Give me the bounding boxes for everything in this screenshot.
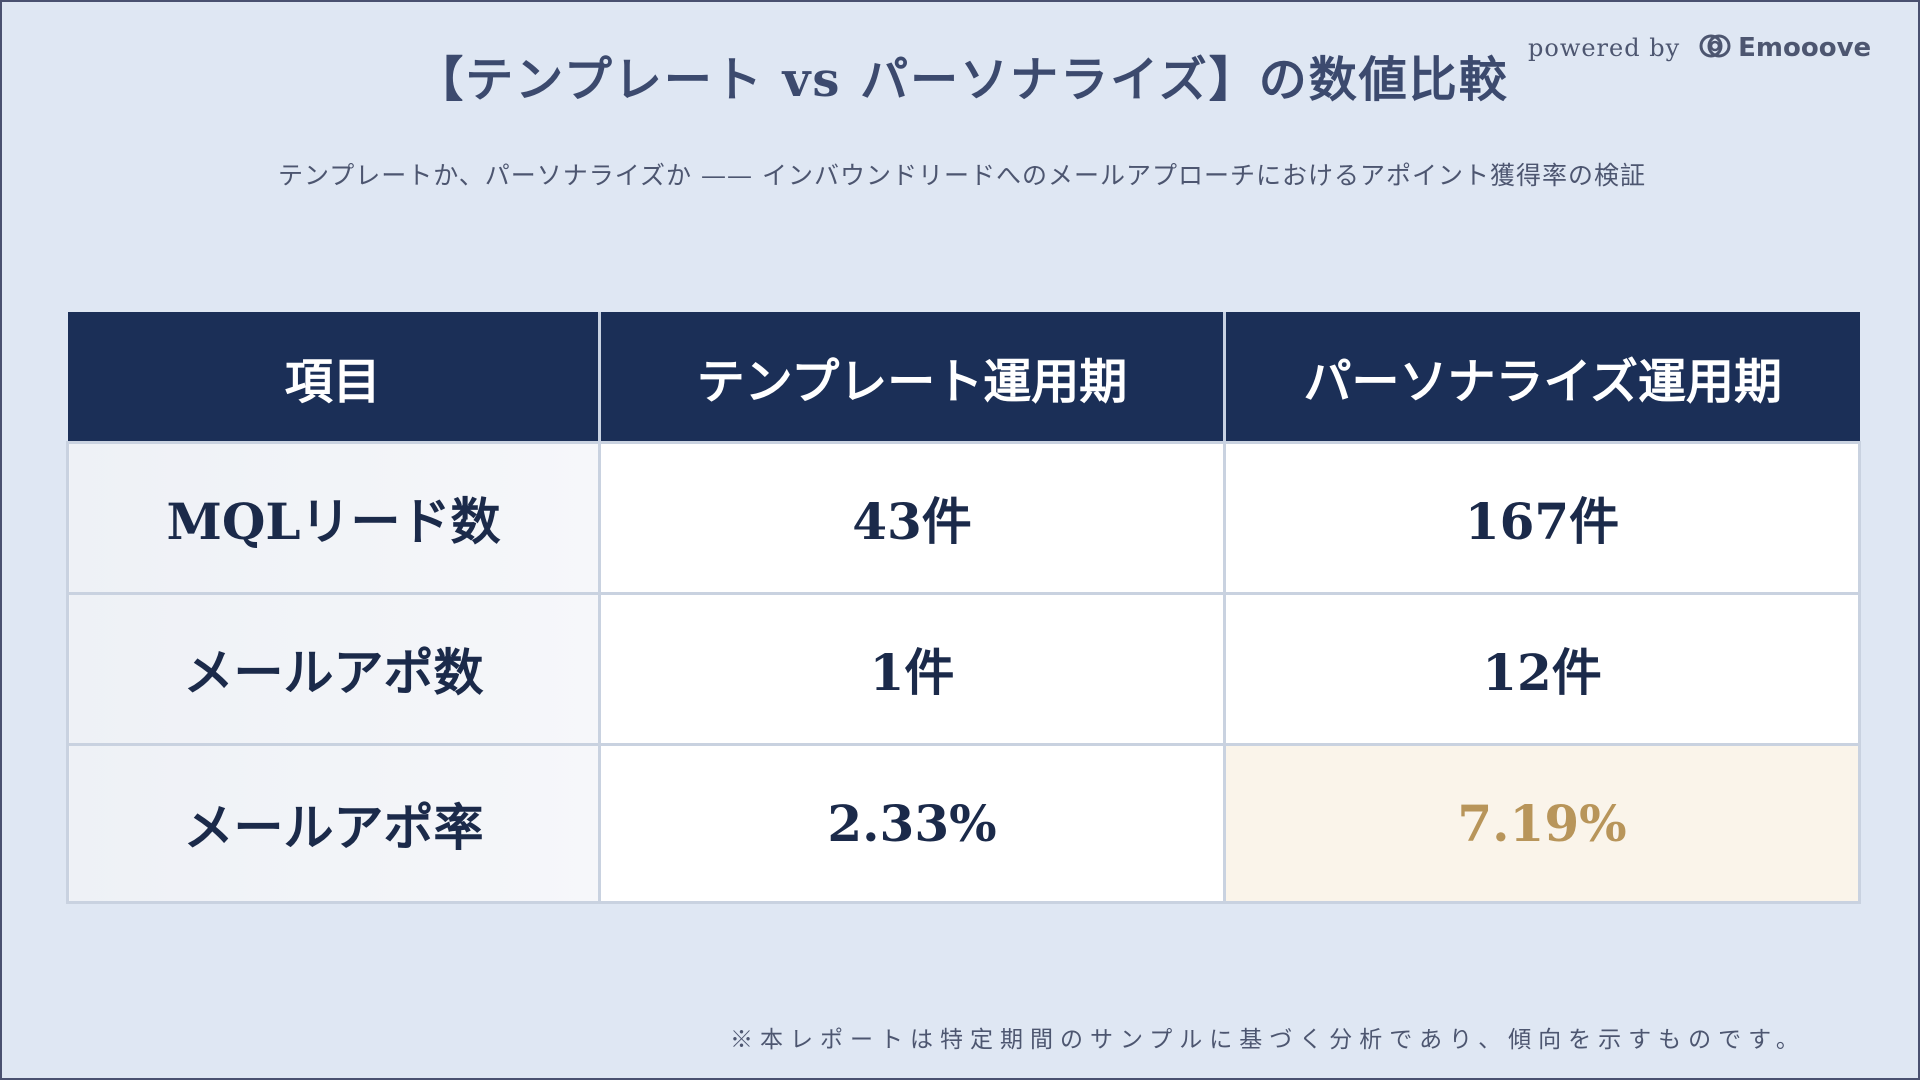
header-template-period: テンプレート運用期: [599, 312, 1226, 443]
brand-logo: Emooove: [1698, 29, 1871, 67]
page-title: 【テンプレート vs パーソナライズ】の数値比較: [415, 52, 1509, 108]
table-header-row: 項目 テンプレート運用期 パーソナライズ運用期: [67, 312, 1860, 443]
subtitle: テンプレートか、パーソナライズか —— インバウンドリードへのメールアプローチに…: [278, 161, 1646, 190]
powered-by: powered by Emooove: [1528, 30, 1871, 66]
cell-personalized-mql-leads: 167件: [1223, 441, 1861, 595]
powered-by-text: powered by: [1528, 34, 1681, 62]
cell-personalized-mail-appointments: 12件: [1223, 592, 1861, 746]
table-row: メールアポ率 2.33% 7.19%: [66, 743, 1861, 904]
footnote: ※本レポートは特定期間のサンプルに基づく分析であり、傾向を示すものです。: [730, 1027, 1806, 1053]
cell-template-mail-appointments: 1件: [598, 592, 1226, 746]
header-personalized-period: パーソナライズ運用期: [1224, 312, 1860, 443]
row-label-mail-appointments: メールアポ数: [66, 592, 601, 746]
cell-template-appointment-rate: 2.33%: [598, 743, 1226, 904]
cell-personalized-appointment-rate: 7.19%: [1223, 743, 1861, 904]
row-label-mql-leads: MQLリード数: [66, 441, 601, 595]
row-label-mail-appointment-rate: メールアポ率: [66, 743, 601, 904]
header-item: 項目: [67, 312, 601, 443]
brand-name: Emooove: [1738, 33, 1872, 63]
cell-template-mql-leads: 43件: [598, 441, 1226, 595]
comparison-table: 項目 テンプレート運用期 パーソナライズ運用期 MQLリード数 43件 167件…: [66, 312, 1861, 904]
table-row: MQLリード数 43件 167件: [66, 441, 1861, 595]
emooove-logo-icon: [1698, 29, 1732, 67]
table-row: メールアポ数 1件 12件: [66, 592, 1861, 746]
